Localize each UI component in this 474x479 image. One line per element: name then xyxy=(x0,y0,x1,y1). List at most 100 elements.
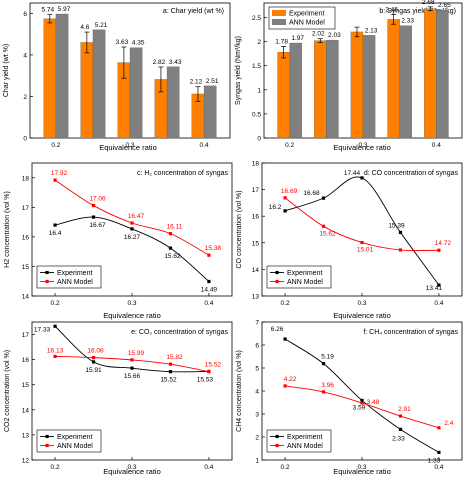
chart-title: d: CO concentration of syngas xyxy=(364,170,459,177)
data-point xyxy=(321,196,326,200)
bar-experiment xyxy=(314,40,327,139)
legend xyxy=(36,265,102,289)
data-point xyxy=(283,209,287,213)
legend xyxy=(36,429,102,453)
x-axis-label: Equivalence ratio xyxy=(103,311,161,320)
data-label: 16.68 xyxy=(303,190,320,197)
y-tick-label: 2 xyxy=(255,435,259,442)
x-tick-label: 0.2 xyxy=(51,142,60,149)
x-tick-label: 0.2 xyxy=(51,464,60,471)
chart-panel-d: 13 14 15 16 17 18 Equivalence ratio CO concentr… xyxy=(236,161,463,320)
data-point xyxy=(360,240,364,245)
x-tick-label: 0.2 xyxy=(281,464,290,471)
x-tick-label: 0.4 xyxy=(204,464,213,471)
y-tick-label: 2.5 xyxy=(252,15,261,22)
legend-marker xyxy=(45,443,49,448)
data-point xyxy=(437,248,441,252)
y-tick-label: 2 xyxy=(23,94,27,101)
legend xyxy=(266,265,332,289)
y-tick-label: 17 xyxy=(22,332,30,339)
y-tick-label: 15 xyxy=(22,264,30,271)
data-label: 4.22 xyxy=(284,376,297,383)
data-label: 2.03 xyxy=(328,32,341,39)
y-tick-label: 0 xyxy=(23,136,27,143)
y-axis-label: Syngas yield (Nm³/kg) xyxy=(235,36,242,105)
bar-ann-model xyxy=(399,25,412,139)
bar-ann-model xyxy=(326,39,339,139)
data-label: 13.41 xyxy=(426,285,443,292)
y-tick-label: 7 xyxy=(255,320,259,327)
data-label: 4.6 xyxy=(80,24,89,31)
legend-marker xyxy=(275,270,279,275)
data-point xyxy=(168,362,173,366)
chart-title: b: Syngas yield (Nm³/kg) xyxy=(379,8,456,15)
data-label: 3.63 xyxy=(116,39,129,46)
x-axis-label: Equivalence ratio xyxy=(333,467,391,476)
data-label: 15.52 xyxy=(160,377,177,384)
legend-swatch xyxy=(272,19,286,25)
data-point xyxy=(360,176,364,180)
y-tick-label: 4 xyxy=(255,389,259,396)
legend-marker xyxy=(45,279,49,284)
data-label: 15.39 xyxy=(388,222,405,229)
data-point xyxy=(168,232,173,236)
data-label: 2.68 xyxy=(422,0,435,6)
data-label: 6.26 xyxy=(271,326,284,333)
data-label: 14.49 xyxy=(201,287,218,294)
x-tick-label: 0.3 xyxy=(357,464,366,471)
y-tick-label: 6 xyxy=(255,343,259,350)
data-label: 16.13 xyxy=(47,347,64,354)
chart-panel-c: 14 15 16 17 18 Equivalence ratio H2 concentrat… xyxy=(4,162,233,320)
x-tick-label: 0.2 xyxy=(281,300,290,307)
data-label: 16.11 xyxy=(167,224,183,231)
data-point xyxy=(91,360,96,364)
data-point xyxy=(130,366,134,370)
y-tick-label: 13 xyxy=(252,294,260,301)
x-tick-label: 0.4 xyxy=(432,142,441,149)
x-tick-label: 0.3 xyxy=(127,300,136,307)
data-label: 2.33 xyxy=(392,435,405,442)
data-label: 16.47 xyxy=(128,213,145,220)
data-point xyxy=(321,390,326,394)
y-tick-label: 12 xyxy=(22,458,30,465)
legend-marker xyxy=(275,434,279,439)
y-tick-label: 15 xyxy=(252,240,260,247)
legend-marker xyxy=(275,279,279,284)
data-label: 15.91 xyxy=(85,367,102,374)
y-tick-label: 3 xyxy=(255,412,259,419)
x-axis-label: Equivalence ratio xyxy=(333,311,391,320)
data-point xyxy=(437,283,441,287)
data-point xyxy=(53,324,57,328)
bar-ann-model xyxy=(362,35,376,139)
bar-ann-model xyxy=(203,85,217,139)
data-point xyxy=(398,230,403,235)
data-point xyxy=(398,427,403,432)
bar-experiment xyxy=(350,31,364,139)
data-label: 17.33 xyxy=(34,326,51,333)
data-point xyxy=(207,370,211,374)
data-label: 3.43 xyxy=(169,59,182,66)
y-axis-label: CO2 concentration (vol %) xyxy=(4,350,11,432)
y-tick-label: 17 xyxy=(252,187,260,194)
chart-panel-e: 12 13 14 15 16 17 Equivalence ratio CO2 concent… xyxy=(4,321,233,476)
data-label: 2.82 xyxy=(153,59,166,66)
legend-label: ANN Model xyxy=(57,279,93,286)
y-tick-label: 5 xyxy=(255,366,259,373)
legend-marker xyxy=(45,434,49,439)
data-point xyxy=(207,279,211,284)
data-point xyxy=(207,253,211,257)
x-tick-label: 0.4 xyxy=(200,142,209,149)
data-label: 2.33 xyxy=(401,18,414,25)
data-label: 1.97 xyxy=(291,35,304,42)
data-label: 3.59 xyxy=(353,404,366,411)
y-tick-label: 16 xyxy=(22,357,30,364)
data-point xyxy=(53,223,57,227)
data-label: 3.48 xyxy=(367,399,380,406)
data-point xyxy=(168,246,173,250)
y-axis-label: CH4 concentration (vol %) xyxy=(236,350,243,432)
x-tick-label: 0.3 xyxy=(357,300,366,307)
data-point xyxy=(53,354,57,358)
y-tick-label: 14 xyxy=(22,294,30,301)
data-label: 16.08 xyxy=(87,348,104,355)
